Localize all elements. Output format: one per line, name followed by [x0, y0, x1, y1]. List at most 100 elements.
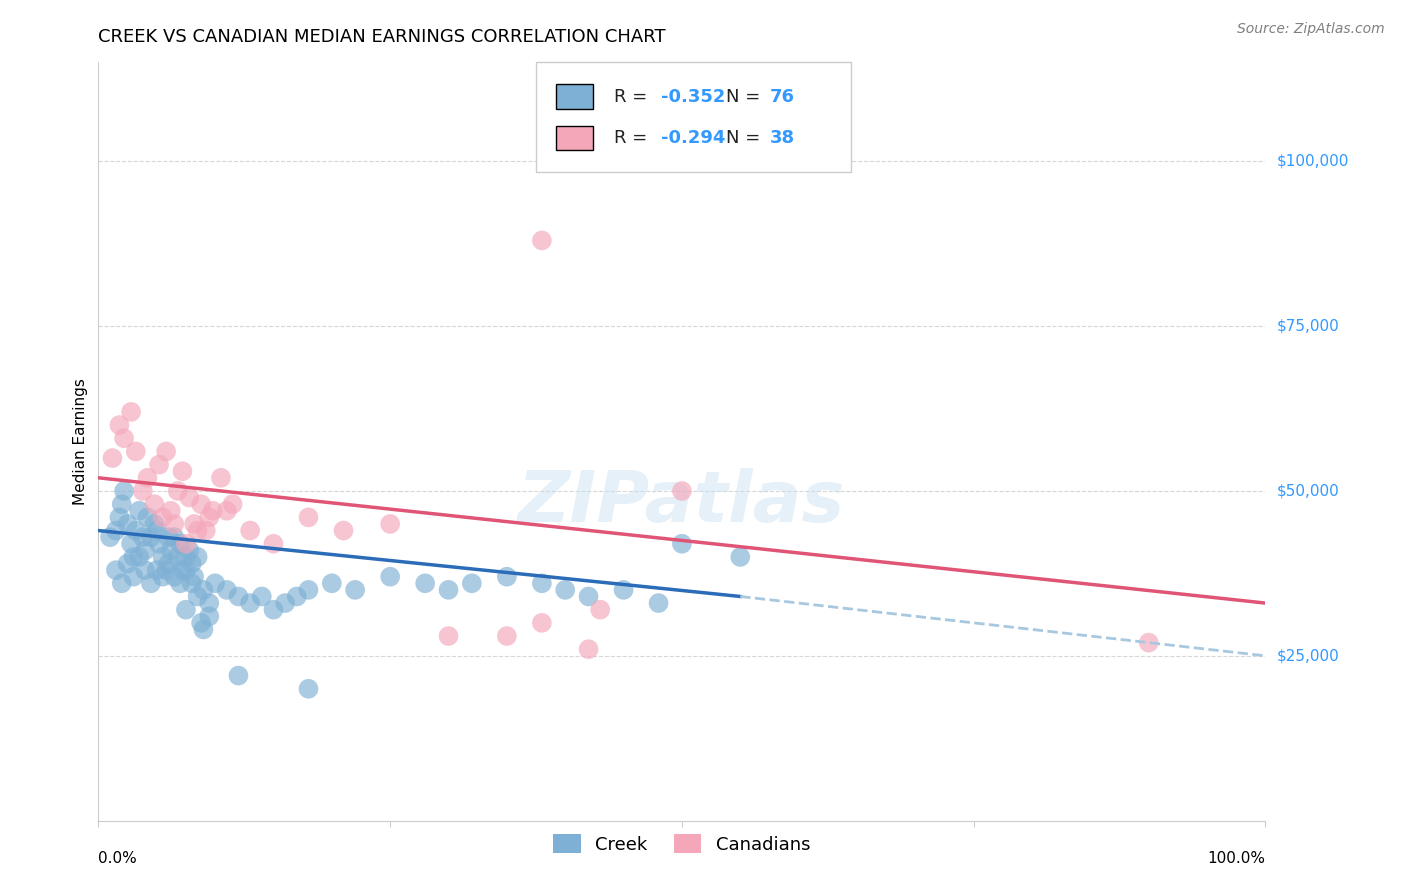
Point	[530, 234, 553, 248]
Point	[148, 537, 170, 551]
Point	[554, 582, 576, 597]
Point	[262, 602, 284, 616]
Point	[111, 497, 134, 511]
Point	[132, 530, 155, 544]
Point	[187, 549, 209, 564]
Point	[172, 464, 194, 478]
Text: 0.0%: 0.0%	[98, 851, 138, 866]
Point	[139, 576, 162, 591]
Point	[413, 576, 436, 591]
Point	[297, 510, 319, 524]
Text: N =: N =	[727, 87, 766, 105]
Point	[111, 576, 134, 591]
Text: $25,000: $25,000	[1277, 648, 1340, 664]
Point	[613, 582, 636, 597]
Point	[112, 431, 135, 445]
Text: CREEK VS CANADIAN MEDIAN EARNINGS CORRELATION CHART: CREEK VS CANADIAN MEDIAN EARNINGS CORREL…	[98, 28, 666, 45]
Point	[108, 418, 131, 433]
Text: R =: R =	[614, 87, 654, 105]
Point	[198, 596, 221, 610]
Point	[120, 537, 142, 551]
Point	[117, 516, 139, 531]
Point	[461, 576, 484, 591]
Point	[128, 504, 150, 518]
Point	[152, 549, 174, 564]
Point	[143, 516, 166, 531]
Point	[166, 549, 188, 564]
Point	[239, 524, 262, 538]
Point	[143, 497, 166, 511]
Point	[163, 516, 186, 531]
Text: N =: N =	[727, 129, 766, 147]
Point	[183, 570, 205, 584]
Point	[321, 576, 343, 591]
Point	[104, 524, 127, 538]
Text: 100.0%: 100.0%	[1208, 851, 1265, 866]
Point	[380, 516, 402, 531]
Text: 76: 76	[769, 87, 794, 105]
Point	[125, 444, 148, 458]
Point	[671, 483, 693, 498]
Point	[209, 471, 232, 485]
Text: R =: R =	[614, 129, 654, 147]
Point	[122, 549, 145, 564]
Point	[190, 615, 212, 630]
FancyBboxPatch shape	[555, 85, 593, 109]
Text: 38: 38	[769, 129, 794, 147]
Point	[180, 557, 202, 571]
Point	[157, 557, 180, 571]
Point	[187, 590, 209, 604]
Point	[112, 483, 135, 498]
Text: $100,000: $100,000	[1277, 153, 1348, 169]
Point	[239, 596, 262, 610]
FancyBboxPatch shape	[555, 126, 593, 151]
Point	[125, 524, 148, 538]
Point	[180, 576, 202, 591]
Point	[120, 405, 142, 419]
Point	[183, 516, 205, 531]
Point	[190, 497, 212, 511]
Point	[198, 609, 221, 624]
Point	[297, 681, 319, 696]
Point	[122, 570, 145, 584]
Point	[152, 570, 174, 584]
Point	[215, 582, 238, 597]
Point	[179, 543, 201, 558]
Point	[169, 576, 191, 591]
Point	[155, 444, 177, 458]
Point	[166, 483, 188, 498]
Point	[159, 504, 181, 518]
Point	[221, 497, 243, 511]
Point	[155, 563, 177, 577]
Point	[198, 510, 221, 524]
Point	[194, 524, 217, 538]
Point	[228, 590, 250, 604]
Text: -0.352: -0.352	[661, 87, 725, 105]
Point	[1137, 635, 1160, 649]
Point	[174, 602, 197, 616]
Point	[204, 576, 226, 591]
Point	[730, 549, 752, 564]
Point	[193, 582, 215, 597]
Point	[496, 570, 519, 584]
Point	[101, 450, 124, 465]
Y-axis label: Median Earnings: Median Earnings	[73, 378, 89, 505]
Point	[193, 623, 215, 637]
Point	[285, 590, 308, 604]
Point	[671, 537, 693, 551]
Point	[187, 524, 209, 538]
Text: -0.294: -0.294	[661, 129, 725, 147]
Point	[136, 471, 159, 485]
Point	[132, 483, 155, 498]
Point	[530, 615, 553, 630]
Point	[250, 590, 273, 604]
Point	[589, 602, 612, 616]
Point	[159, 543, 181, 558]
Point	[163, 530, 186, 544]
Point	[174, 537, 197, 551]
Point	[174, 549, 197, 564]
FancyBboxPatch shape	[536, 62, 851, 172]
Point	[108, 510, 131, 524]
Text: Source: ZipAtlas.com: Source: ZipAtlas.com	[1237, 22, 1385, 37]
Point	[344, 582, 367, 597]
